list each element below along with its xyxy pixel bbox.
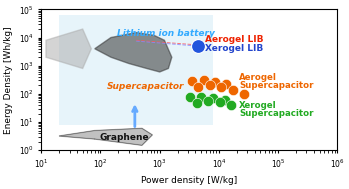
Text: Xerogel: Xerogel [239,101,277,110]
Point [189,80,195,83]
Point [198,95,204,98]
Point [207,84,213,87]
Point [242,92,247,95]
Point [194,101,199,104]
Text: Graphene: Graphene [99,133,149,142]
Text: Supercapacitor: Supercapacitor [107,82,185,91]
Point [230,88,235,91]
Point [218,86,224,89]
Point [205,100,211,103]
Text: Supercapacitor: Supercapacitor [239,81,314,90]
Point [212,80,217,83]
Point [195,45,201,48]
Point [195,86,201,89]
Point [217,101,223,104]
Bar [59,15,213,125]
Point [228,104,234,107]
Point [210,96,216,99]
Point [201,79,206,82]
Polygon shape [59,128,152,145]
Y-axis label: Energy Density [Wh/kg]: Energy Density [Wh/kg] [4,26,13,134]
Text: Xerogel LIB: Xerogel LIB [205,44,263,53]
Text: Aerogel: Aerogel [239,73,277,82]
Polygon shape [95,33,172,72]
Text: Aerogel LIB: Aerogel LIB [205,35,263,44]
Polygon shape [59,128,152,145]
Point [187,96,192,99]
Point [222,99,228,102]
Point [223,83,229,86]
Text: Lithium ion battery: Lithium ion battery [117,29,215,38]
Polygon shape [46,29,91,68]
X-axis label: Power density [W/kg]: Power density [W/kg] [141,176,237,185]
Text: Supercapacitor: Supercapacitor [239,109,314,118]
